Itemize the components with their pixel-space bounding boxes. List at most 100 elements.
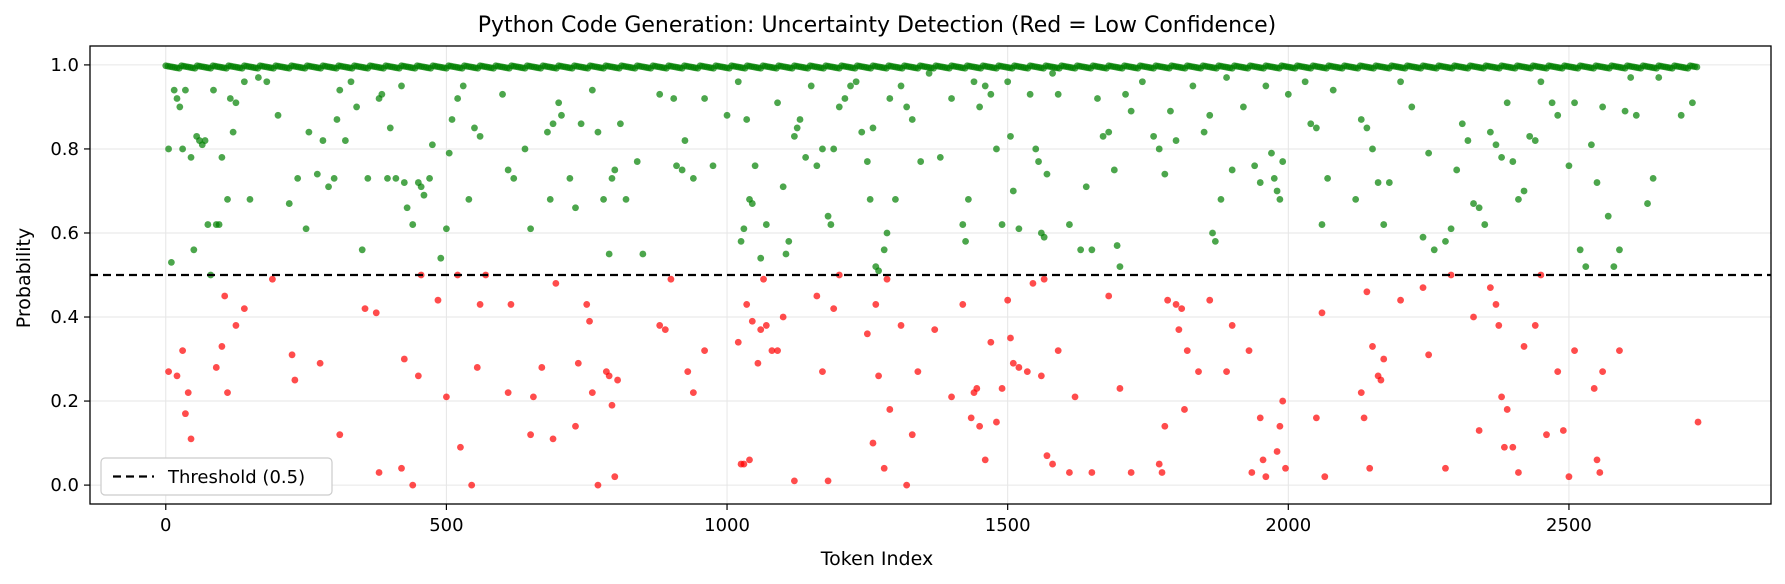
high-confidence-point [1004,78,1012,86]
high-confidence-point [1122,90,1129,98]
high-confidence-point [1576,246,1584,254]
low-confidence-point [1321,473,1329,481]
high-confidence-point [353,103,361,111]
high-confidence-point [1554,111,1562,119]
high-confidence-point [1161,170,1169,178]
high-confidence-point [993,145,1000,153]
high-confidence-point [1318,221,1326,228]
low-confidence-point [1009,359,1017,367]
high-confidence-point [1088,246,1096,254]
low-confidence-point [1515,469,1522,476]
high-confidence-point [392,174,400,182]
x-tick-label: 0 [160,515,171,536]
low-confidence-point [1158,469,1166,476]
low-confidence-point [1054,347,1062,355]
low-confidence-point [221,292,229,300]
low-confidence-point [552,280,560,287]
high-confidence-point [883,229,891,237]
low-confidence-point [1357,389,1365,397]
legend-threshold-label: Threshold (0.5) [167,467,305,488]
high-confidence-point [1035,158,1042,165]
low-confidence-point [931,326,939,334]
high-confidence-point [1677,111,1685,119]
high-confidence-point [605,250,613,258]
low-confidence-point [1369,343,1376,350]
high-confidence-point [948,95,955,102]
high-confidence-point [1009,187,1017,195]
high-confidence-point [1408,103,1416,111]
high-confidence-point [802,153,810,161]
high-confidence-point [608,174,616,182]
high-confidence-point [1464,137,1472,144]
high-confidence-point [499,90,506,98]
high-confidence-point [1307,120,1315,128]
high-confidence-point [201,137,209,144]
high-confidence-point [830,145,838,153]
high-confidence-point [827,221,835,228]
y-tick-label: 0.2 [50,391,79,412]
high-confidence-point [1054,90,1062,98]
low-confidence-point [1590,385,1598,392]
high-confidence-point [1099,132,1107,140]
high-confidence-point [1632,111,1640,119]
low-confidence-point [1181,406,1188,413]
low-confidence-point [914,368,922,376]
low-confidence-point [1175,326,1183,334]
high-confidence-point [656,90,664,98]
high-confidence-point [313,170,321,178]
high-confidence-point [224,195,231,203]
low-confidence-point [1071,393,1079,401]
high-confidence-point [165,145,172,153]
high-confidence-point [476,132,484,140]
low-confidence-point [1228,322,1236,329]
low-confidence-point [757,326,765,334]
low-confidence-point [973,385,981,392]
x-tick-label: 2000 [1265,515,1311,536]
low-confidence-point [1155,460,1163,468]
high-confidence-point [998,221,1006,228]
low-confidence-point [830,305,838,313]
high-confidence-point [673,162,680,170]
low-confidence-point [835,271,843,279]
low-confidence-point [1492,301,1500,308]
high-confidence-point [790,132,798,140]
high-confidence-point [386,124,394,132]
x-axis-label: Token Index [820,548,933,570]
low-confidence-point [527,431,534,439]
high-confidence-point [521,145,529,153]
high-confidence-point [748,200,756,207]
low-confidence-point [1694,418,1702,426]
low-confidence-point [661,326,669,334]
low-confidence-point [684,368,692,376]
high-confidence-point [1503,99,1511,107]
high-confidence-point [1475,204,1483,212]
high-confidence-point [546,195,554,203]
high-confidence-point [173,95,181,102]
high-confidence-point [1066,221,1073,228]
high-confidence-point [176,103,184,111]
high-confidence-point [1270,174,1278,182]
low-confidence-point [1023,368,1031,376]
low-confidence-point [872,301,880,308]
y-tick-label: 0.8 [50,139,79,160]
high-confidence-point [1369,145,1376,153]
high-confidence-point [226,95,234,102]
high-confidence-point [555,99,563,107]
low-confidence-point [656,322,664,329]
low-confidence-point [1596,469,1604,476]
low-confidence-point [361,305,369,313]
low-confidence-point [1397,296,1404,304]
low-confidence-point [897,322,905,329]
high-confidence-point [420,191,428,199]
low-confidence-point [586,317,593,325]
high-confidence-point [1430,246,1438,254]
low-confidence-point [232,322,240,329]
high-confidence-point [1621,107,1629,115]
low-confidence-point [1037,372,1045,380]
high-confidence-point [1007,132,1014,140]
low-confidence-point [959,301,967,308]
y-tick-label: 1.0 [50,55,79,76]
low-confidence-point [779,313,787,321]
